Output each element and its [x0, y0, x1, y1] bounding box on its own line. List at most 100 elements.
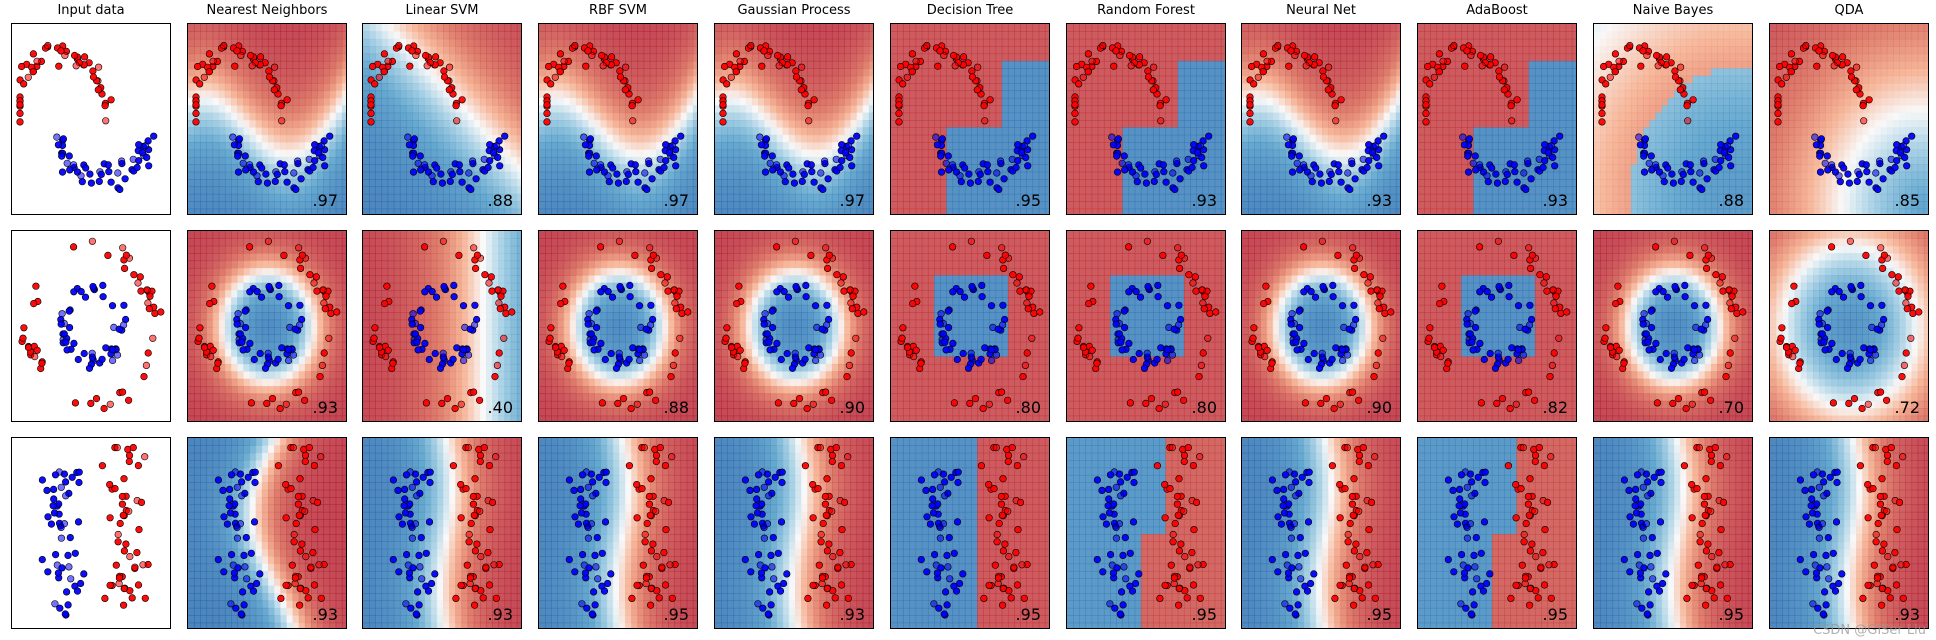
red-class-point [33, 57, 41, 65]
decision-cell [539, 60, 546, 69]
decision-cell [539, 46, 546, 55]
decision-cell [268, 46, 275, 55]
decision-cell [692, 208, 697, 214]
decision-cell [363, 171, 370, 180]
decision-cell [643, 46, 651, 55]
decision-cell [399, 134, 407, 143]
decision-cell [1177, 186, 1185, 195]
decision-cell [268, 134, 275, 143]
decision-cell [1097, 120, 1105, 128]
red-class-point [621, 63, 630, 71]
decision-cell [649, 127, 657, 136]
decision-cell [856, 193, 864, 202]
decision-cell [268, 164, 275, 173]
blue-class-point [258, 164, 266, 172]
decision-cell [856, 179, 864, 188]
decision-cell [964, 134, 972, 143]
decision-cell [375, 120, 383, 128]
decision-cell [443, 60, 450, 69]
blue-class-point [409, 152, 417, 160]
decision-cell [1103, 112, 1111, 121]
blue-class-point [668, 142, 676, 150]
decision-cell [643, 60, 651, 69]
blue-class-point [297, 175, 305, 183]
decision-cell [856, 53, 864, 62]
decision-cell [298, 149, 306, 158]
blue-class-point [293, 157, 302, 165]
decision-cell [539, 156, 546, 165]
decision-cell [977, 186, 984, 195]
decision-cell [1116, 24, 1123, 32]
blue-class-point [1141, 170, 1149, 178]
blue-class-point [486, 141, 494, 149]
decision-cell [1159, 68, 1167, 77]
decision-cell [1190, 201, 1197, 210]
decision-cell [946, 201, 954, 210]
decision-cell [341, 142, 346, 151]
decision-cell [934, 179, 941, 188]
decision-cell [838, 127, 845, 136]
decision-cell [363, 142, 370, 151]
decision-cell [194, 53, 201, 62]
decision-cell [801, 127, 808, 136]
decision-cell [739, 90, 747, 99]
decision-cell [891, 46, 898, 55]
decision-cell [733, 171, 741, 180]
decision-cell [504, 68, 512, 77]
decision-cell [631, 90, 639, 99]
decision-cell [449, 149, 456, 158]
red-class-point [895, 101, 903, 109]
decision-cell [903, 171, 911, 180]
decision-cell [1214, 60, 1222, 69]
decision-cell [995, 60, 1003, 69]
decision-cell [1266, 127, 1274, 136]
decision-cell [625, 31, 632, 40]
decision-cell [393, 164, 401, 173]
decision-cell [606, 90, 614, 99]
decision-cell [200, 46, 208, 55]
decision-cell [727, 83, 735, 92]
decision-cell [868, 149, 873, 158]
blue-class-point [58, 152, 66, 160]
decision-cell [1147, 97, 1154, 106]
blue-class-point [53, 133, 61, 141]
decision-cell [194, 193, 201, 202]
decision-cell [1171, 24, 1179, 32]
decision-cell [782, 83, 790, 92]
decision-cell [788, 105, 796, 114]
decision-cell [1038, 179, 1046, 188]
decision-cell [594, 142, 602, 151]
decision-cell [831, 186, 839, 195]
decision-cell [631, 171, 639, 180]
blue-class-point [1162, 178, 1170, 186]
decision-cell [1254, 134, 1262, 143]
decision-cell [1044, 164, 1049, 173]
decision-cell [569, 201, 577, 210]
decision-cell [575, 53, 583, 62]
decision-cell [1254, 142, 1262, 151]
decision-cell [335, 46, 343, 55]
decision-cell [557, 53, 565, 62]
decision-cell [1220, 186, 1225, 195]
decision-cell [1208, 164, 1216, 173]
decision-cell [751, 112, 759, 121]
decision-cell [1266, 83, 1274, 92]
decision-cell [1122, 105, 1130, 114]
decision-cell [1272, 193, 1280, 202]
blue-class-point [501, 132, 509, 140]
decision-cell [387, 31, 395, 40]
decision-cell [606, 105, 614, 114]
decision-cell [606, 193, 614, 202]
red-class-point [1157, 117, 1165, 125]
decision-cell [1165, 105, 1173, 114]
decision-cell [473, 31, 481, 40]
decision-cell [1001, 164, 1009, 173]
decision-cell [461, 60, 469, 69]
decision-cell [1079, 83, 1087, 92]
decision-cell [758, 186, 765, 195]
panel-plot [891, 24, 1049, 214]
decision-cell [1140, 31, 1148, 40]
blue-class-point [817, 169, 825, 177]
decision-cell [387, 90, 395, 99]
decision-cell [455, 75, 463, 84]
